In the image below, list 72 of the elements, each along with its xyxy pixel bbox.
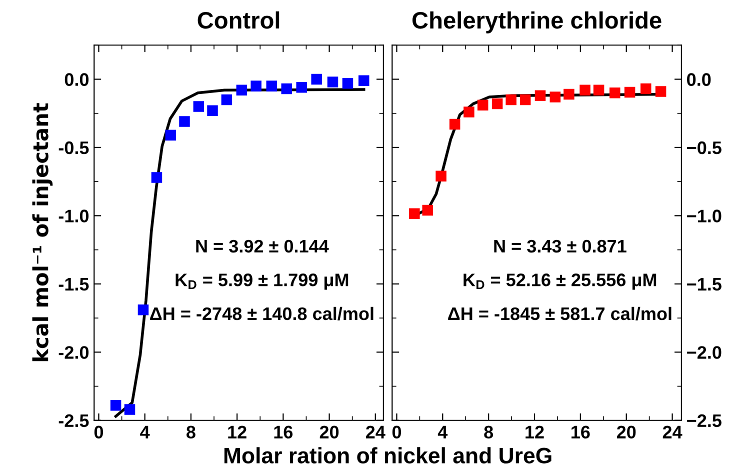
point [409,208,420,220]
x-tick-label: 0 [94,426,104,438]
point [492,98,503,110]
point [655,86,666,97]
point [193,101,204,112]
annotation: K$_{D}$ = 5.99 ± 1.799 μM [176,274,348,290]
point [236,84,248,96]
point [506,94,516,106]
chart-title: Control [198,11,280,29]
x-tick-label: 24 [662,426,682,438]
point [624,86,636,98]
annotation: ΔH = -2748 ± 140.8 cal/mol [150,306,374,320]
point [266,80,278,92]
x-tick-label: 20 [320,426,339,438]
chart-title: Chelerythrine chloride [412,11,662,34]
x-axis-title: Molar ration of nickel and UreG [224,447,552,464]
x-tick-label: 4 [438,426,448,438]
point [477,100,488,111]
point [311,74,322,85]
point [165,130,176,141]
point [342,78,354,89]
point [110,400,122,411]
point [609,88,620,98]
point [207,105,218,116]
point [151,172,162,183]
annotation: K$_{D}$ = 52.16 ± 25.556 μM [464,274,656,290]
point [520,94,531,106]
point [436,170,446,182]
point [124,404,136,415]
point [464,106,474,118]
y2-tick-label: −1.0 [687,210,722,222]
point [250,80,262,92]
y-tick-label: -1.5 [58,278,89,291]
point [534,90,546,101]
x-tick-label: 16 [274,426,293,438]
y-tick-label: -0.5 [58,141,89,154]
x-tick-label: 8 [484,426,494,438]
point [296,82,307,93]
point [593,84,604,96]
point [358,75,370,86]
point [179,116,190,127]
x-tick-label: 0 [392,426,402,438]
point [564,88,574,100]
y2-tick-label: 0.0 [687,73,711,86]
x-tick-label: 4 [140,426,150,438]
y-tick-label: 0.0 [64,73,89,86]
x-tick-label: 24 [366,426,386,438]
point [221,94,232,106]
x-tick-label: 20 [616,426,636,438]
y2-tick-label: −2.5 [687,414,722,428]
point [281,83,292,94]
point [550,92,561,102]
annotation: N = 3.92 ± 0.144 [196,240,329,253]
point [422,204,433,216]
x-tick-label: 8 [186,426,196,438]
point [449,118,460,130]
point [580,84,590,96]
point [138,304,149,316]
point [327,76,338,88]
x-tick-label: 12 [228,426,246,438]
annotation: N = 3.43 ± 0.871 [494,240,626,253]
y2-tick-label: −1.5 [687,278,722,291]
y-tick-label: -2.5 [58,414,89,428]
y2-tick-label: −2.0 [687,346,722,359]
x-tick-label: 16 [572,426,590,438]
y-axis-title: kcal mol⁻¹ of injectant [32,103,53,362]
y2-tick-label: −0.5 [687,141,722,154]
y-tick-label: -1.0 [58,210,89,222]
x-tick-label: 12 [526,426,544,438]
point [640,83,652,94]
annotation: ΔH = -1845 ± 581.7 cal/mol [448,306,672,320]
y-tick-label: -2.0 [58,346,89,359]
